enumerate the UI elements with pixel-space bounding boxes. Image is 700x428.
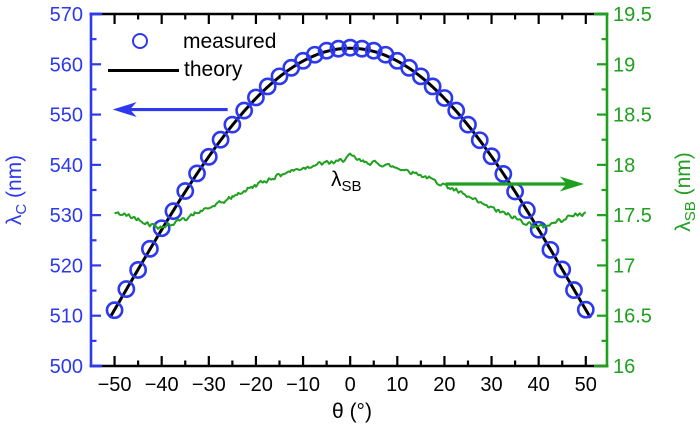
measured-point [117, 280, 136, 298]
y-left-tick-label: 510 [50, 306, 83, 328]
measured-point [470, 131, 489, 150]
left-axis-symbol: λ [3, 214, 26, 226]
x-axis-title: θ (°) [302, 399, 402, 425]
measured-point [541, 240, 560, 259]
measured-point [176, 182, 195, 200]
measured-point [105, 301, 124, 320]
measured-point [494, 165, 513, 183]
x-tick-label: −50 [98, 374, 132, 396]
x-tick-label: 40 [528, 374, 550, 396]
y-right-tick-label: 18 [613, 155, 635, 177]
legend-label-measured: measured [183, 30, 277, 53]
left-axis-subscript: C [13, 203, 30, 215]
y-right-tick-label: 16 [613, 356, 635, 378]
measured-point [553, 260, 572, 279]
y-right-tick-label: 17.5 [613, 205, 652, 227]
measured-point [211, 130, 230, 149]
measured-point [411, 67, 430, 86]
left-axis-arrow-head-icon [112, 102, 137, 118]
right-axis-subscript: SB [682, 201, 699, 222]
x-tick-label: −40 [145, 374, 179, 396]
x-tick-label: 20 [433, 374, 455, 396]
measured-point [353, 39, 371, 58]
y-left-tick-label: 560 [50, 54, 83, 76]
measured-point [576, 300, 595, 319]
measured-point [270, 67, 289, 86]
y-right-tick-label: 16.5 [613, 306, 652, 328]
y-left-tick-label: 570 [50, 4, 83, 26]
y-left-tick-label: 520 [50, 255, 83, 277]
x-axis-symbol: θ [332, 400, 344, 423]
x-tick-label: −10 [286, 374, 320, 396]
measured-point [447, 101, 466, 120]
measured-point [152, 219, 171, 238]
y-right-tick-label: 17 [613, 255, 635, 277]
y-left-tick-label: 500 [50, 356, 83, 378]
measured-point [305, 45, 324, 64]
measured-point [459, 115, 477, 134]
measured-point [164, 202, 183, 221]
measured-point [140, 239, 159, 258]
legend-marker-theory-line-icon [108, 68, 179, 72]
measured-point [400, 58, 418, 77]
x-tick-label: −20 [239, 374, 273, 396]
legend-marker-measured-circle-icon [132, 33, 148, 49]
right-axis-unit: (nm) [672, 152, 695, 202]
y-left-tick-label: 540 [50, 155, 83, 177]
measured-point [223, 115, 242, 134]
measured-point [341, 38, 360, 57]
measured-point [258, 77, 277, 96]
x-tick-label: 10 [386, 374, 408, 396]
y-right-tick-label: 19 [613, 54, 635, 76]
x-tick-label: 0 [345, 374, 356, 396]
measured-point [482, 147, 501, 166]
sb-annotation-symbol: λ [331, 168, 342, 191]
measured-point [235, 101, 254, 120]
x-tick-label: 30 [480, 374, 502, 396]
left-axis-unit: (nm) [3, 154, 26, 204]
measured-point [317, 41, 336, 60]
right-axis-title: λSB (nm) [671, 115, 699, 269]
sb-curve [114, 152, 587, 230]
right-axis-symbol: λ [672, 221, 695, 232]
measured-point [199, 147, 218, 166]
y-right-tick-label: 18.5 [613, 105, 652, 127]
measured-point [529, 220, 548, 239]
y-left-tick-label: 530 [50, 205, 83, 227]
measured-point [565, 281, 583, 299]
measured-point [435, 89, 454, 107]
measured-point [329, 39, 348, 58]
measured-point [423, 77, 442, 96]
sb-curve-annotation: λSB [331, 167, 362, 200]
x-tick-label: −30 [192, 374, 226, 396]
x-tick-label: 50 [575, 374, 597, 396]
x-axis-unit: (°) [343, 400, 372, 423]
measured-point [188, 164, 206, 183]
measured-point [247, 88, 265, 107]
right-axis-arrow-head-icon [559, 176, 584, 192]
measured-point [517, 201, 536, 220]
measured-point [129, 261, 148, 279]
y-right-tick-label: 19.5 [613, 4, 652, 26]
sb-annotation-subscript: SB [341, 178, 362, 195]
y-left-tick-label: 550 [50, 105, 83, 127]
measured-point [364, 41, 383, 60]
legend-label-theory: theory [184, 58, 243, 81]
left-axis-title: λC (nm) [2, 113, 30, 267]
